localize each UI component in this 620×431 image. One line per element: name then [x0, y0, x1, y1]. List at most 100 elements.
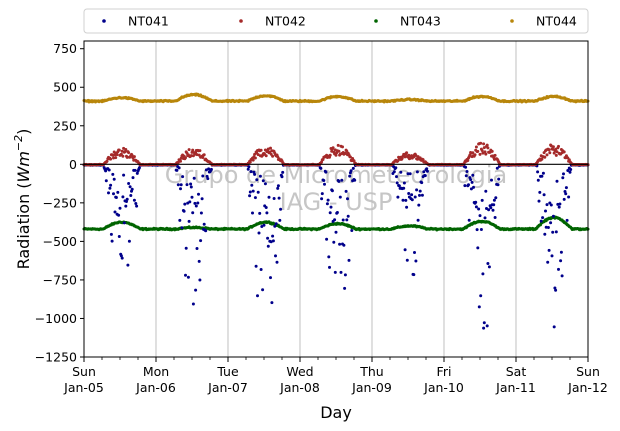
- data-point: [137, 166, 141, 170]
- data-point: [402, 186, 406, 190]
- data-point: [253, 196, 257, 200]
- data-point: [493, 216, 497, 219]
- data-point: [180, 226, 184, 230]
- data-point: [399, 170, 403, 174]
- data-point: [470, 180, 474, 184]
- data-point: [420, 193, 424, 197]
- data-point: [353, 178, 357, 182]
- data-point: [494, 196, 498, 200]
- y-tick-label: 500: [53, 80, 77, 95]
- data-point: [338, 242, 342, 246]
- data-point: [343, 273, 347, 277]
- data-point: [479, 228, 483, 231]
- data-point: [135, 171, 139, 175]
- data-point: [537, 199, 541, 203]
- data-point: [463, 184, 467, 188]
- data-point: [405, 151, 409, 155]
- data-point: [189, 182, 193, 186]
- data-point: [184, 246, 188, 250]
- data-point: [425, 169, 429, 173]
- data-point: [121, 154, 125, 158]
- data-point: [407, 192, 411, 195]
- data-point: [333, 270, 337, 274]
- data-point: [264, 154, 268, 158]
- data-point: [543, 232, 547, 236]
- data-point: [564, 192, 568, 196]
- series-nt044: [82, 92, 590, 104]
- data-point: [467, 218, 471, 222]
- data-point: [204, 229, 208, 233]
- data-point: [325, 237, 329, 241]
- data-point: [179, 159, 182, 163]
- data-point: [320, 197, 324, 201]
- legend-box: [83, 8, 589, 34]
- data-point: [256, 190, 260, 194]
- data-point: [319, 166, 323, 170]
- data-point: [474, 145, 478, 149]
- data-point: [327, 255, 331, 259]
- data-point: [415, 188, 419, 192]
- data-point: [333, 218, 337, 222]
- data-point: [405, 258, 409, 262]
- data-point: [330, 189, 334, 193]
- data-point: [112, 192, 115, 196]
- x-tick-day: Sun: [576, 364, 600, 379]
- data-point: [566, 169, 570, 172]
- data-point: [274, 222, 278, 226]
- data-point: [492, 203, 496, 207]
- data-point: [421, 158, 425, 162]
- data-point: [277, 196, 281, 200]
- data-point: [206, 177, 210, 181]
- data-point: [346, 214, 350, 218]
- data-point: [251, 158, 255, 162]
- legend: NT041 NT042 NT043 NT044: [83, 8, 589, 34]
- data-point: [175, 168, 179, 172]
- data-point: [188, 200, 192, 204]
- data-point: [280, 175, 284, 179]
- data-point: [474, 205, 478, 209]
- data-point: [483, 216, 487, 220]
- data-point: [194, 204, 198, 208]
- data-point: [486, 146, 490, 150]
- data-point: [466, 159, 470, 162]
- data-point: [248, 160, 252, 164]
- x-tick-day: Sun: [72, 364, 96, 379]
- data-point: [474, 200, 478, 204]
- data-point: [107, 168, 111, 172]
- data-point: [493, 153, 497, 157]
- data-point: [253, 156, 257, 160]
- data-point: [248, 190, 252, 194]
- data-point: [323, 182, 326, 186]
- data-point: [254, 264, 258, 268]
- data-point: [540, 157, 544, 161]
- data-point: [569, 168, 573, 171]
- data-point: [190, 150, 194, 154]
- data-point: [267, 195, 271, 199]
- data-point: [192, 176, 196, 180]
- data-point: [495, 166, 499, 170]
- data-point: [543, 155, 547, 159]
- data-point: [176, 183, 180, 187]
- data-point: [486, 262, 490, 265]
- data-point: [467, 183, 470, 187]
- y-axis-title: Radiation (Wm−2): [12, 129, 33, 270]
- data-point: [343, 286, 347, 290]
- data-point: [122, 221, 126, 225]
- data-point: [269, 276, 272, 280]
- data-point: [339, 270, 343, 274]
- legend-label-nt041: NT041: [128, 14, 169, 29]
- data-point: [257, 231, 261, 235]
- watermark-line-2: IAG - USP: [280, 188, 393, 216]
- data-point: [416, 218, 420, 222]
- data-point: [413, 251, 416, 254]
- data-point: [114, 196, 118, 199]
- data-point: [487, 208, 491, 212]
- x-tick-day: Wed: [286, 364, 313, 379]
- data-point: [109, 183, 113, 187]
- data-point: [536, 178, 540, 182]
- x-tick-day: Tue: [216, 364, 239, 379]
- data-point: [181, 175, 185, 179]
- data-point: [271, 154, 275, 158]
- data-point: [187, 219, 191, 223]
- data-point: [492, 198, 496, 202]
